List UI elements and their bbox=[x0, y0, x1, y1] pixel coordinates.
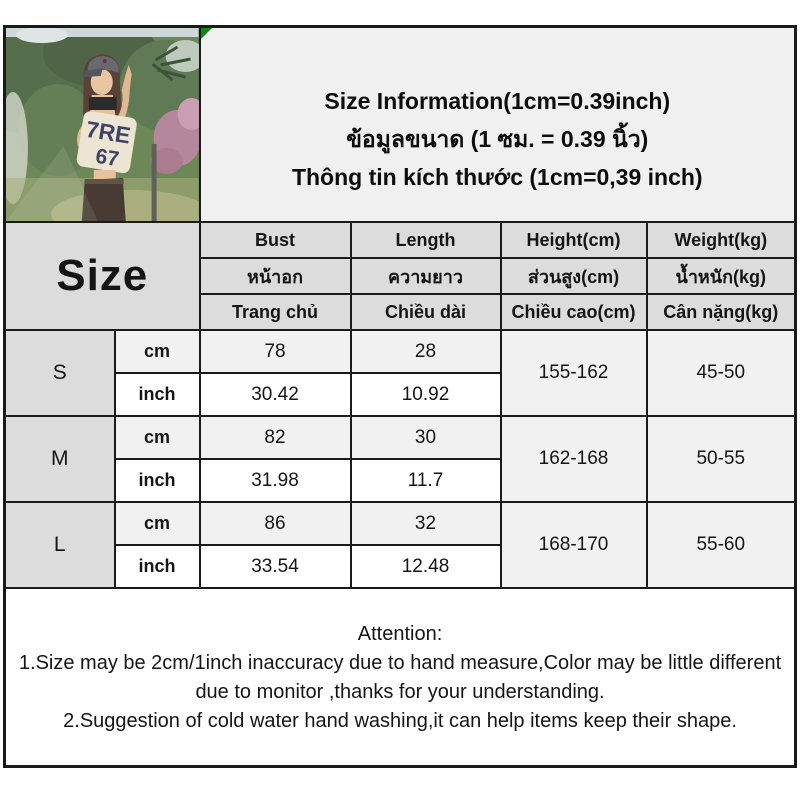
s-length-cm: 28 bbox=[349, 329, 502, 374]
header-length-en: Length bbox=[349, 221, 502, 259]
header-bust-vi: Trang chủ bbox=[198, 293, 352, 331]
l-bust-cm: 86 bbox=[198, 501, 352, 546]
header-weight-th: น้ำหนัก(kg) bbox=[645, 257, 797, 295]
s-bust-inch: 30.42 bbox=[198, 372, 352, 417]
product-photo-cell: 7RE 67 bbox=[3, 25, 201, 223]
size-m-label: M bbox=[3, 415, 116, 503]
m-weight: 50-55 bbox=[645, 415, 797, 503]
header-height-en: Height(cm) bbox=[499, 221, 648, 259]
attention-box: Attention: 1.Size may be 2cm/1inch inacc… bbox=[3, 587, 797, 767]
attention-note-1: 1.Size may be 2cm/1inch inaccuracy due t… bbox=[18, 652, 782, 704]
attention-note-2: 2.Suggestion of cold water hand washing,… bbox=[63, 710, 737, 733]
unit-inch-s: inch bbox=[113, 372, 201, 417]
attention-heading: Attention: bbox=[357, 623, 443, 646]
l-length-inch: 12.48 bbox=[349, 544, 502, 589]
tote-bag: 7RE 67 bbox=[76, 111, 137, 174]
header-height-th: ส่วนสูง(cm) bbox=[499, 257, 648, 295]
s-height: 155-162 bbox=[499, 329, 648, 417]
title-thai: ข้อมูลขนาด (1 ซม. = 0.39 นิ้ว) bbox=[346, 125, 649, 152]
size-s-label: S bbox=[3, 329, 116, 417]
size-header: Size bbox=[3, 221, 201, 331]
s-weight: 45-50 bbox=[645, 329, 797, 417]
bag-text-bottom: 67 bbox=[94, 145, 121, 171]
header-weight-en: Weight(kg) bbox=[645, 221, 797, 259]
m-length-cm: 30 bbox=[349, 415, 502, 460]
title-cell: Size Information(1cm=0.39inch) ข้อมูลขนา… bbox=[198, 25, 797, 223]
green-corner-marker-icon bbox=[201, 28, 212, 39]
unit-inch-m: inch bbox=[113, 458, 201, 503]
unit-cm-s: cm bbox=[113, 329, 201, 374]
size-chart-sheet: 7RE 67 Size Information(1cm=0.39inch) ข้… bbox=[3, 25, 798, 768]
l-length-cm: 32 bbox=[349, 501, 502, 546]
l-weight: 55-60 bbox=[645, 501, 797, 589]
header-length-th: ความยาว bbox=[349, 257, 502, 295]
l-bust-inch: 33.54 bbox=[198, 544, 352, 589]
title-english: Size Information(1cm=0.39inch) bbox=[324, 87, 671, 114]
header-bust-th: หน้าอก bbox=[198, 257, 352, 295]
unit-cm-l: cm bbox=[113, 501, 201, 546]
m-height: 162-168 bbox=[499, 415, 648, 503]
s-bust-cm: 78 bbox=[198, 329, 352, 374]
m-bust-cm: 82 bbox=[198, 415, 352, 460]
palm-fronds-icon bbox=[151, 45, 191, 82]
header-height-vi: Chiều cao(cm) bbox=[499, 293, 648, 331]
model-figure: 7RE 67 bbox=[76, 54, 137, 221]
header-length-vi: Chiều dài bbox=[349, 293, 502, 331]
product-photo: 7RE 67 bbox=[6, 28, 198, 221]
m-length-inch: 11.7 bbox=[349, 458, 502, 503]
size-l-label: L bbox=[3, 501, 116, 589]
l-height: 168-170 bbox=[499, 501, 648, 589]
m-bust-inch: 31.98 bbox=[198, 458, 352, 503]
s-length-inch: 10.92 bbox=[349, 372, 502, 417]
header-bust-en: Bust bbox=[198, 221, 352, 259]
unit-cm-m: cm bbox=[113, 415, 201, 460]
header-weight-vi: Cân nặng(kg) bbox=[645, 293, 797, 331]
size-table: 7RE 67 Size Information(1cm=0.39inch) ข้… bbox=[3, 25, 798, 768]
unit-inch-l: inch bbox=[113, 544, 201, 589]
title-vietnamese: Thông tin kích thước (1cm=0,39 inch) bbox=[291, 163, 703, 190]
